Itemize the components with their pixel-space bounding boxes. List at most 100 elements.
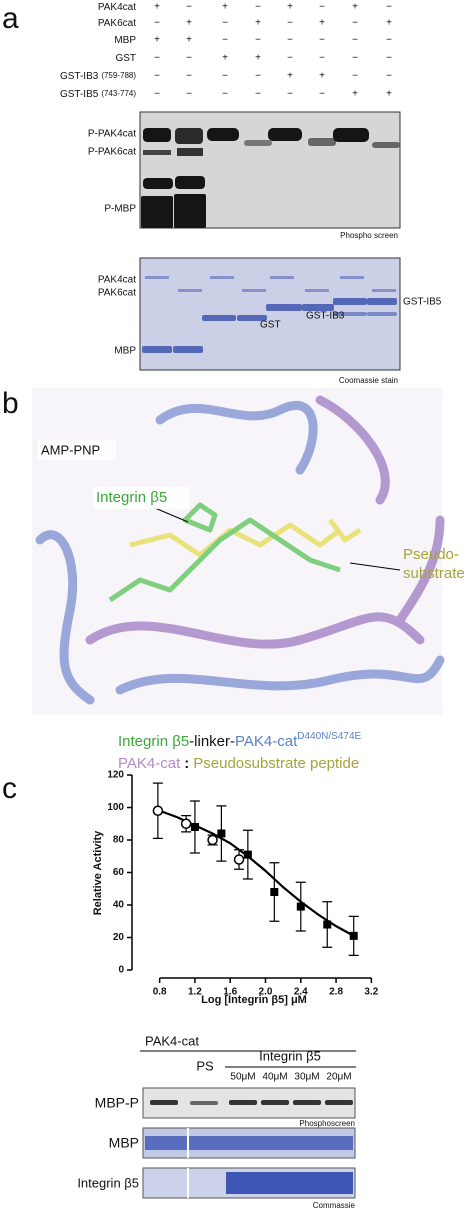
concentration: 40μM — [262, 1072, 287, 1083]
sign: − — [222, 35, 228, 46]
structure-label: substrate — [403, 565, 465, 582]
panel-label: c — [2, 772, 17, 805]
band-label: GST-IB5 — [403, 297, 442, 308]
pointer — [349, 562, 401, 571]
x-tick-label: 2.4 — [294, 987, 308, 998]
sign: + — [154, 2, 160, 13]
condition-name: GST — [115, 53, 136, 64]
legend-part: -linker- — [189, 733, 235, 750]
x-tick-label: 2.0 — [259, 987, 273, 998]
sign: + — [255, 18, 261, 29]
phospho-bands — [141, 128, 400, 228]
y-tick-label: 80 — [113, 835, 125, 846]
sign: + — [186, 35, 192, 46]
structure-label: Pseudo- — [403, 546, 459, 563]
y-tick-label: 120 — [107, 770, 124, 781]
x-tick-label: 3.2 — [364, 987, 378, 998]
band-label: GST-IB3 — [306, 311, 345, 322]
sign: − — [386, 71, 392, 82]
condition-label: PAK6cat — [98, 18, 136, 29]
gel-label: P-PAK4cat — [88, 129, 136, 140]
y-tick-label: 0 — [118, 965, 124, 976]
fit-curve — [159, 809, 355, 937]
legend-part: PAK4-cat — [118, 755, 181, 772]
structure-image — [32, 388, 442, 715]
gel-label: PAK6cat — [98, 288, 136, 299]
caption: Coomassie stain — [339, 376, 398, 385]
panel-label: a — [2, 2, 19, 35]
sign: − — [255, 71, 261, 82]
caption: Commassie — [313, 1201, 356, 1210]
sign: − — [319, 89, 325, 100]
blot-header: PAK4-cat — [145, 1033, 199, 1048]
condition-name: MBP — [114, 35, 136, 46]
blot-bands — [150, 1100, 353, 1105]
sign: − — [186, 2, 192, 13]
point — [270, 888, 279, 896]
sign: − — [319, 35, 325, 46]
sign: − — [186, 53, 192, 64]
sign: + — [255, 53, 261, 64]
sign: − — [352, 18, 358, 29]
sign: + — [386, 18, 392, 29]
sign: − — [222, 71, 228, 82]
x-axis-title: Log [Integrin β5] μM — [201, 994, 307, 1006]
label-bg — [38, 440, 116, 460]
band-label: GST — [260, 320, 281, 331]
structure-label: Integrin β5 — [96, 489, 167, 506]
gel-label: MBP — [114, 346, 136, 357]
sign: − — [154, 53, 160, 64]
sign: − — [222, 18, 228, 29]
y-axis-title: Relative Activity — [92, 830, 104, 915]
blot-header: Integrin β5 — [259, 1048, 321, 1063]
sign: + — [386, 89, 392, 100]
point — [217, 829, 226, 838]
blot-header: PS — [196, 1058, 214, 1073]
pointer — [154, 507, 189, 523]
panel-label: b — [2, 387, 19, 420]
caption: Phospho screen — [340, 231, 398, 240]
condition-name: GST-IB5 — [60, 89, 99, 100]
ligand-sticks — [108, 502, 362, 603]
sign: − — [287, 53, 293, 64]
sign: − — [154, 71, 160, 82]
point — [323, 920, 332, 929]
sign: − — [255, 89, 261, 100]
sign: − — [319, 2, 325, 13]
sign: − — [255, 35, 261, 46]
point — [180, 818, 192, 829]
legend-part: PAK4-cat — [235, 733, 298, 750]
condition-label: GST-IB5 (743-774) — [60, 89, 136, 100]
sign: − — [386, 2, 392, 13]
sign: + — [352, 89, 358, 100]
y-tick-label: 60 — [113, 867, 125, 878]
x-tick-label: 0.8 — [153, 987, 167, 998]
sign: − — [352, 35, 358, 46]
y-tick-label: 20 — [113, 932, 125, 943]
condition-label: MBP — [114, 35, 136, 46]
blot-label: Integrin β5 — [77, 1175, 139, 1190]
coomassie-bands — [142, 276, 397, 353]
condition-label: GST — [115, 53, 136, 64]
gel-label: P-MBP — [104, 204, 136, 215]
sign: + — [222, 53, 228, 64]
y-tick-label: 100 — [107, 802, 124, 813]
legend-part: Integrin β5 — [118, 733, 189, 750]
condition-name: PAK6cat — [98, 18, 136, 29]
sign: − — [352, 71, 358, 82]
sign: − — [386, 35, 392, 46]
sign: + — [287, 71, 293, 82]
sign: − — [386, 53, 392, 64]
sign: + — [352, 2, 358, 13]
blot-label: MBP-P — [95, 1095, 139, 1111]
sign: + — [319, 71, 325, 82]
sign: − — [287, 89, 293, 100]
legend-part: Pseudosubstrate peptide — [193, 755, 359, 772]
caption: Phosphoscreen — [299, 1119, 355, 1128]
legend-line: PAK4-cat: Pseudosubstrate peptide — [118, 755, 359, 772]
chart: 0 20 40 60 80 100 120 0.8 1.2 1.6 2.0 2.4 2.8 3.2 — [107, 770, 378, 998]
sign: − — [186, 71, 192, 82]
condition-range: (759-788) — [101, 71, 136, 80]
